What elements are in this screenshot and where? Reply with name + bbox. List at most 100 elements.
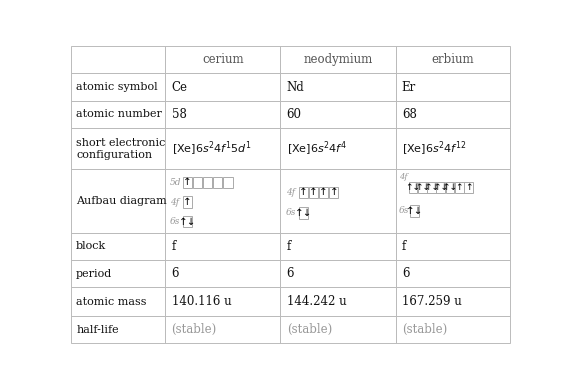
Text: ↑↓: ↑↓ (433, 183, 448, 192)
Text: ↑↓: ↑↓ (179, 217, 196, 227)
Text: ↑: ↑ (183, 197, 192, 207)
Bar (446, 182, 454, 193)
Text: (stable): (stable) (287, 323, 332, 336)
Bar (71, 260, 166, 287)
Bar (71, 316, 166, 343)
Text: 58: 58 (171, 108, 187, 121)
Bar (396, 287, 510, 316)
Bar (183, 216, 192, 228)
Bar (437, 182, 445, 193)
Bar (71, 287, 166, 316)
Text: atomic mass: atomic mass (76, 297, 147, 307)
Text: 4f: 4f (399, 173, 408, 181)
Text: atomic symbol: atomic symbol (76, 82, 158, 92)
Text: 6s: 6s (170, 217, 180, 226)
Text: ↑: ↑ (329, 187, 338, 197)
Text: cerium: cerium (202, 54, 244, 66)
Text: 6s: 6s (399, 206, 409, 216)
Bar (281, 101, 396, 128)
Text: ↑: ↑ (309, 187, 318, 197)
Bar (71, 169, 166, 233)
Bar (166, 316, 281, 343)
Text: ↑: ↑ (465, 183, 472, 192)
Bar (213, 177, 222, 188)
Text: 60: 60 (287, 108, 302, 121)
Text: 167.259 u: 167.259 u (402, 295, 462, 308)
Text: erbium: erbium (431, 54, 474, 66)
Bar (166, 101, 281, 128)
Bar (396, 74, 510, 101)
Text: ↑: ↑ (455, 183, 463, 192)
Bar (464, 182, 473, 193)
Bar (71, 128, 166, 169)
Text: 144.242 u: 144.242 u (287, 295, 346, 308)
Bar (299, 207, 308, 219)
Text: 4f: 4f (170, 198, 179, 207)
Bar (396, 316, 510, 343)
Bar (299, 187, 308, 198)
Bar (166, 260, 281, 287)
Text: ↑↓: ↑↓ (415, 183, 430, 192)
Text: ↑↓: ↑↓ (405, 183, 421, 192)
Bar (409, 182, 417, 193)
Bar (166, 74, 281, 101)
Text: Er: Er (402, 80, 416, 94)
Text: Ce: Ce (171, 80, 188, 94)
Text: ↑↓: ↑↓ (406, 206, 424, 216)
Text: f: f (402, 240, 406, 253)
Bar (281, 287, 396, 316)
Bar (396, 260, 510, 287)
Text: Nd: Nd (287, 80, 304, 94)
Bar (71, 74, 166, 101)
Bar (455, 182, 463, 193)
Text: ↑↓: ↑↓ (442, 183, 458, 192)
Bar (166, 128, 281, 169)
Text: (stable): (stable) (402, 323, 447, 336)
Text: block: block (76, 241, 107, 251)
Text: 140.116 u: 140.116 u (171, 295, 231, 308)
Text: $[\mathrm{Xe}]6s^{2}4f^{12}$: $[\mathrm{Xe}]6s^{2}4f^{12}$ (402, 139, 467, 158)
Text: f: f (171, 240, 176, 253)
Text: ↑↓: ↑↓ (424, 183, 439, 192)
Text: 6s: 6s (286, 208, 296, 218)
Text: ↑↓: ↑↓ (295, 208, 312, 218)
Bar (281, 260, 396, 287)
Text: ↑: ↑ (183, 177, 192, 187)
Bar (183, 196, 192, 208)
Bar (193, 177, 202, 188)
Bar (319, 187, 328, 198)
Text: 4f: 4f (286, 188, 295, 197)
Text: (stable): (stable) (171, 323, 217, 336)
Text: 6: 6 (287, 267, 294, 280)
Bar (329, 187, 338, 198)
Bar (396, 169, 510, 233)
Bar (166, 169, 281, 233)
Text: neodymium: neodymium (303, 54, 373, 66)
Text: f: f (287, 240, 291, 253)
Text: 68: 68 (402, 108, 417, 121)
Bar (281, 233, 396, 260)
Bar (71, 101, 166, 128)
Bar (428, 182, 436, 193)
Bar (418, 182, 426, 193)
Text: atomic number: atomic number (76, 109, 162, 119)
Bar (396, 233, 510, 260)
Bar (309, 187, 318, 198)
Bar (281, 46, 396, 74)
Bar (166, 46, 281, 74)
Text: Aufbau diagram: Aufbau diagram (76, 196, 167, 206)
Text: ↑: ↑ (319, 187, 328, 197)
Bar (410, 205, 420, 217)
Text: ↑: ↑ (299, 187, 308, 197)
Text: $[\mathrm{Xe}]6s^{2}4f^{4}$: $[\mathrm{Xe}]6s^{2}4f^{4}$ (287, 139, 346, 158)
Bar (396, 46, 510, 74)
Bar (281, 169, 396, 233)
Bar (281, 316, 396, 343)
Bar (281, 128, 396, 169)
Bar (203, 177, 213, 188)
Text: period: period (76, 268, 112, 278)
Text: 6: 6 (402, 267, 409, 280)
Bar (223, 177, 232, 188)
Text: short electronic
configuration: short electronic configuration (76, 138, 166, 159)
Bar (281, 74, 396, 101)
